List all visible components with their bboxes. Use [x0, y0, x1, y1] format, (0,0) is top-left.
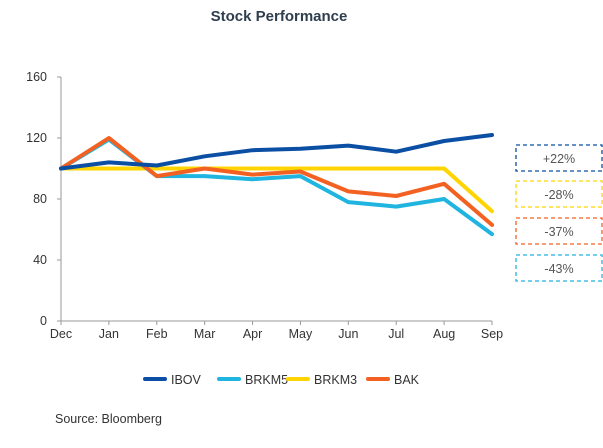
annotation-label-ibov: +22% — [543, 152, 575, 166]
y-tick-label: 120 — [26, 131, 47, 145]
x-tick-label: Feb — [146, 327, 168, 341]
series-line-ibov — [59, 133, 494, 171]
y-tick-label: 160 — [26, 70, 47, 84]
x-tick-label: May — [289, 327, 313, 341]
legend: IBOV BRKM5 BRKM3 BAK — [143, 373, 420, 387]
chart-title: Stock Performance — [211, 8, 348, 25]
legend-label-bak: BAK — [394, 373, 420, 387]
series-line-bak — [59, 136, 494, 227]
annotation-label-brkm5: -43% — [544, 262, 573, 276]
y-tick-label: 0 — [40, 314, 47, 328]
annotation-label-bak: -37% — [544, 225, 573, 239]
x-tick-label: Apr — [243, 327, 262, 341]
series-line-brkm3 — [59, 166, 494, 214]
x-tick-label: Jun — [338, 327, 358, 341]
annotation-label-brkm3: -28% — [544, 188, 573, 202]
x-tick-label: Jan — [99, 327, 119, 341]
axes: 0 40 80 120 160 Dec Jan Feb Mar Apr May Jun Jul Aug Se… — [26, 70, 503, 341]
annotation-box-brkm5 — [515, 254, 603, 282]
legend-label-brkm3: BRKM3 — [314, 373, 357, 387]
x-tick-label: Aug — [433, 327, 455, 341]
x-tick-label: Jul — [388, 327, 404, 341]
y-tick-label: 40 — [33, 253, 47, 267]
annotations: +22% -28% -37% -43% — [515, 144, 603, 282]
legend-label-brkm5: BRKM5 — [245, 373, 288, 387]
annotation-box-bak — [515, 217, 603, 245]
source-note: Source: Bloomberg — [55, 412, 162, 426]
x-tick-label: Mar — [194, 327, 216, 341]
x-tick-label: Sep — [481, 327, 503, 341]
x-tick-label: Dec — [50, 327, 72, 341]
y-tick-label: 80 — [33, 192, 47, 206]
annotation-box-brkm3 — [515, 180, 603, 208]
series-layer — [59, 133, 494, 237]
annotation-box-ibov — [515, 144, 603, 172]
legend-label-ibov: IBOV — [171, 373, 202, 387]
